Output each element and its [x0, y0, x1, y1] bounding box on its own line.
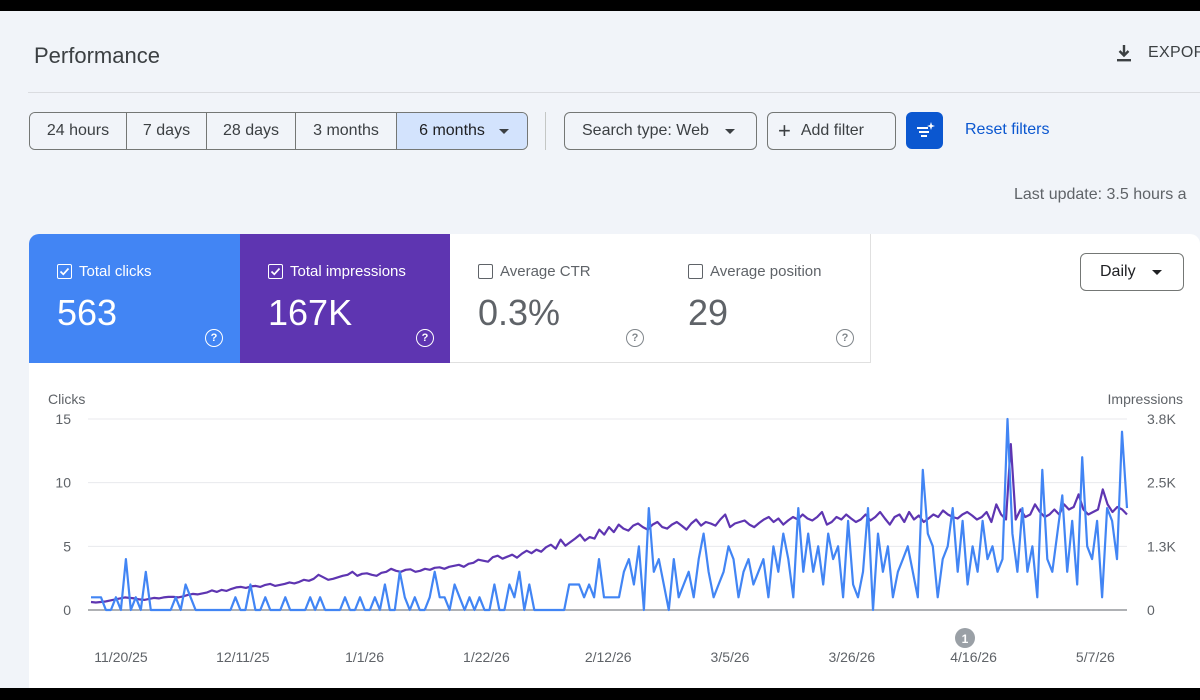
- search-type-dropdown[interactable]: Search type: Web: [564, 112, 757, 150]
- performance-chart-card: Total clicks 563 ? Total impressions 167…: [29, 234, 1200, 688]
- date-range-3-months[interactable]: 3 months: [296, 113, 397, 149]
- last-update-text: Last update: 3.5 hours a: [1014, 186, 1187, 203]
- date-range-7-days[interactable]: 7 days: [127, 113, 207, 149]
- page-title: Performance: [34, 43, 160, 68]
- chevron-down-icon: [498, 128, 509, 134]
- metric-average-position[interactable]: Average position 29 ?: [660, 234, 871, 363]
- performance-chart: Clicks Impressions 15 3.8K 10 2.5K 5 1.3K 0 0 1…: [48, 391, 1183, 665]
- chevron-down-icon: [1151, 269, 1162, 275]
- metric-label-row: Average position: [688, 263, 821, 280]
- metric-value: 0.3%: [478, 292, 561, 333]
- metric-total-impressions[interactable]: Total impressions 167K ?: [240, 234, 451, 363]
- date-range-6-months[interactable]: 6 months: [397, 113, 527, 149]
- help-icon[interactable]: ?: [626, 329, 644, 347]
- metric-label-row: Total clicks: [57, 263, 152, 280]
- metric-label-row: Total impressions: [268, 263, 406, 280]
- left-axis-title: Clicks: [48, 391, 85, 407]
- left-tick-label: 0: [63, 602, 71, 618]
- annotation-label: 1: [962, 632, 969, 646]
- add-filter-button[interactable]: + Add filter: [767, 112, 896, 150]
- header-divider: [28, 92, 1200, 93]
- plus-icon: +: [778, 118, 791, 143]
- x-tick-label: 11/20/25: [94, 649, 148, 665]
- add-filter-label: Add filter: [800, 122, 864, 139]
- right-tick-label: 3.8K: [1147, 411, 1176, 427]
- download-icon: [1117, 45, 1131, 62]
- x-tick-label: 4/16/26: [950, 649, 997, 665]
- checkbox-checked-icon[interactable]: [268, 264, 283, 279]
- left-tick-label: 10: [55, 475, 71, 491]
- right-tick-label: 2.5K: [1147, 475, 1176, 491]
- date-range-28-days[interactable]: 28 days: [207, 113, 296, 149]
- date-range-label: 3 months: [313, 122, 379, 139]
- toolbar-divider: [545, 112, 546, 150]
- performance-page: Performance EXPOR 24 hours 7 days 28 day…: [0, 11, 1200, 688]
- filter-sparkle-icon: [916, 121, 935, 137]
- granularity-dropdown[interactable]: Daily: [1080, 253, 1184, 291]
- chevron-down-icon: [724, 128, 735, 134]
- metric-value: 563: [57, 292, 118, 333]
- filter-suggestions-button[interactable]: [906, 112, 943, 149]
- annotation-marker[interactable]: 1: [955, 628, 975, 648]
- date-range-24-hours[interactable]: 24 hours: [30, 113, 127, 149]
- export-label: EXPOR: [1148, 44, 1200, 61]
- help-icon[interactable]: ?: [205, 329, 223, 347]
- left-tick-label: 15: [55, 411, 71, 427]
- granularity-label: Daily: [1100, 263, 1136, 280]
- metric-total-clicks[interactable]: Total clicks 563 ?: [29, 234, 240, 363]
- reset-filters-link[interactable]: Reset filters: [965, 121, 1050, 138]
- metric-value: 29: [688, 292, 729, 333]
- x-tick-label: 1/22/26: [463, 649, 510, 665]
- date-range-label: 24 hours: [46, 122, 110, 139]
- x-tick-label: 12/11/25: [216, 649, 270, 665]
- x-tick-label: 5/7/26: [1076, 649, 1115, 665]
- metric-label-row: Average CTR: [478, 263, 591, 280]
- checkbox-unchecked-icon[interactable]: [688, 264, 703, 279]
- metric-label: Total impressions: [290, 263, 406, 280]
- date-range-label: 7 days: [142, 122, 191, 139]
- checkbox-checked-icon[interactable]: [57, 264, 72, 279]
- right-axis-title: Impressions: [1108, 391, 1183, 407]
- x-tick-label: 1/1/26: [345, 649, 384, 665]
- x-tick-label: 2/12/26: [585, 649, 632, 665]
- help-icon[interactable]: ?: [416, 329, 434, 347]
- left-tick-label: 5: [63, 538, 71, 554]
- right-tick-label: 1.3K: [1147, 538, 1176, 554]
- export-button[interactable]: EXPOR: [1114, 43, 1200, 63]
- metric-label: Average position: [710, 263, 822, 280]
- x-tick-label: 3/5/26: [711, 649, 750, 665]
- series-line-total-impressions: [90, 443, 1128, 604]
- metric-label: Average CTR: [500, 263, 591, 280]
- series-line-total-clicks: [91, 417, 1129, 612]
- metric-value: 167K: [268, 292, 353, 333]
- metric-label: Total clicks: [79, 263, 152, 280]
- date-range-label: 28 days: [222, 122, 280, 139]
- checkbox-unchecked-icon[interactable]: [478, 264, 493, 279]
- date-range-selector: 24 hours 7 days 28 days 3 months 6 month…: [29, 112, 528, 150]
- date-range-label: 6 months: [419, 122, 485, 139]
- right-tick-label: 0: [1147, 602, 1155, 618]
- metric-average-ctr[interactable]: Average CTR 0.3% ?: [450, 234, 661, 363]
- x-tick-label: 3/26/26: [828, 649, 875, 665]
- search-type-label: Search type: Web: [582, 122, 709, 139]
- help-icon[interactable]: ?: [836, 329, 854, 347]
